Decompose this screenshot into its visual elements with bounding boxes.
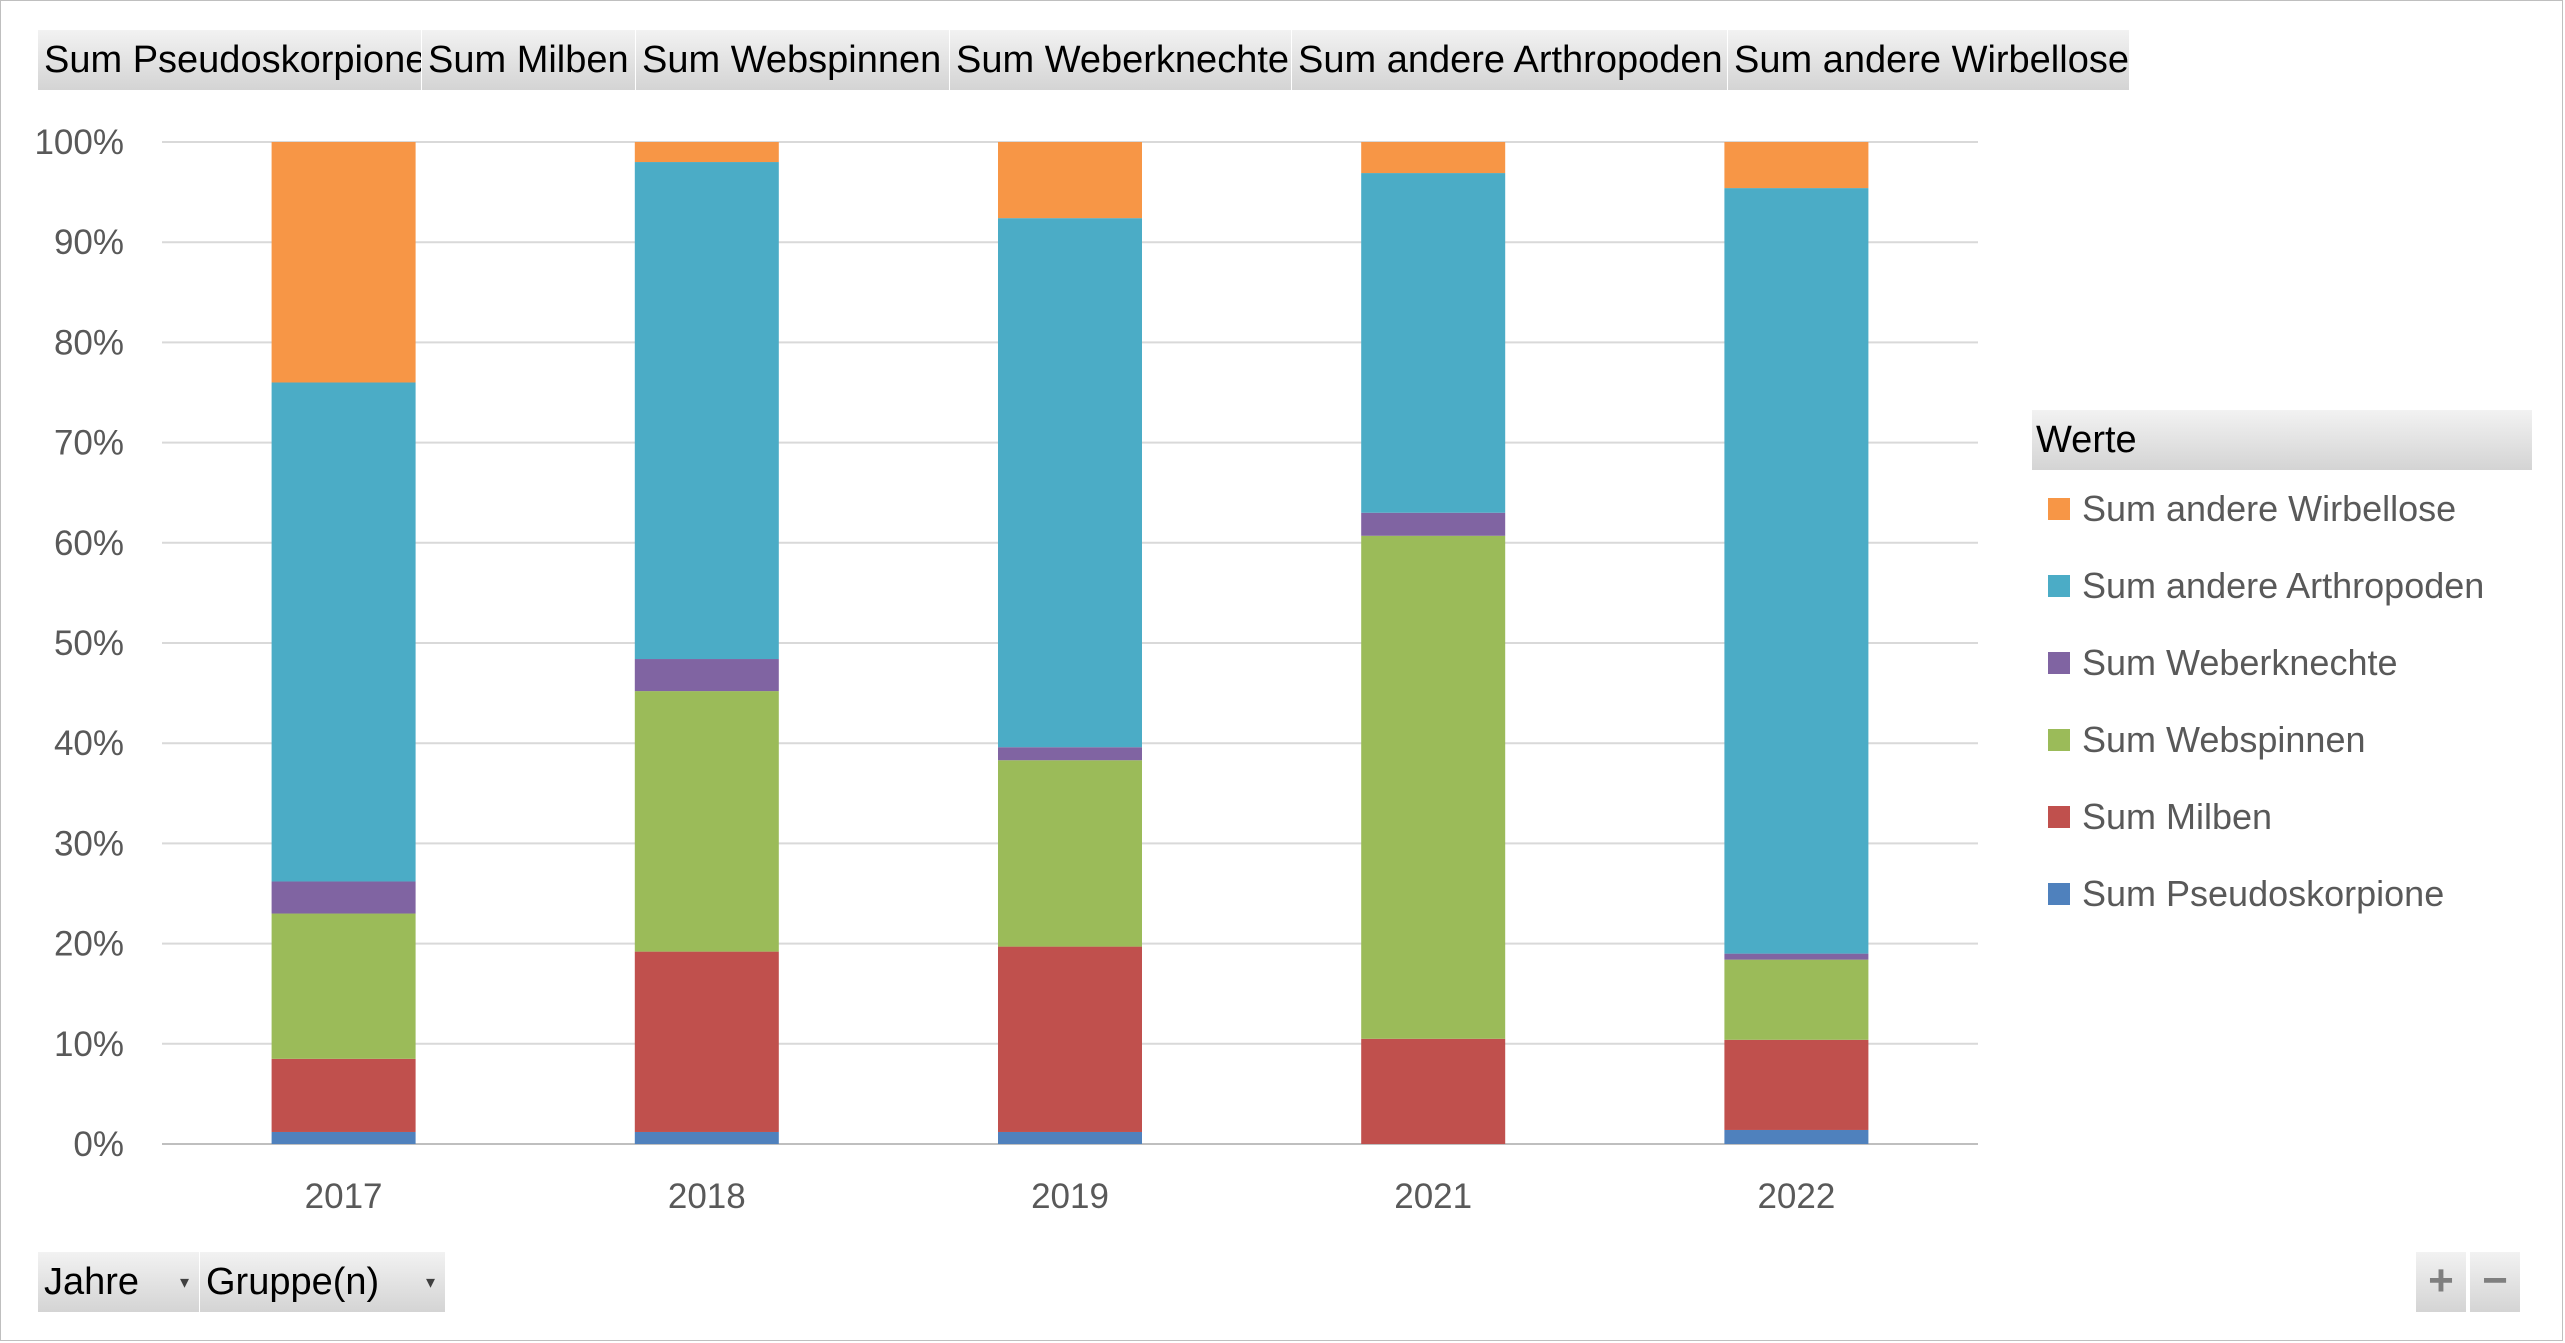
x-tick-label: 2022 xyxy=(1757,1177,1835,1216)
legend-swatch xyxy=(2048,883,2070,905)
bar-segment[interactable] xyxy=(634,162,779,660)
bar-segment[interactable] xyxy=(271,1058,416,1132)
y-tick-label: 90% xyxy=(54,223,124,262)
bar-segment[interactable] xyxy=(271,1131,416,1144)
bar-segment[interactable] xyxy=(998,142,1142,219)
y-tick-label: 70% xyxy=(54,424,124,463)
legend-label: Sum andere Wirbellose xyxy=(2082,488,2457,529)
y-tick-label: 30% xyxy=(54,824,124,863)
dropdown-arrow-icon: ▾ xyxy=(179,1272,189,1292)
bar-segment[interactable] xyxy=(634,142,779,163)
bar-segment[interactable] xyxy=(1724,142,1869,189)
bar-segment[interactable] xyxy=(998,946,1142,1132)
bar-segment[interactable] xyxy=(1361,535,1506,1039)
bar-segment[interactable] xyxy=(1361,512,1506,536)
bar-segment[interactable] xyxy=(998,747,1142,761)
y-tick-label: 40% xyxy=(54,724,124,763)
bar-segment[interactable] xyxy=(1724,953,1869,960)
y-tick-label: 20% xyxy=(54,925,124,964)
bar-segment[interactable] xyxy=(271,382,416,882)
legend-swatch xyxy=(2048,729,2070,751)
dropdown-arrow-icon: ▾ xyxy=(425,1272,435,1292)
axis-field-label-gruppen: Gruppe(n) xyxy=(206,1261,380,1303)
x-tick-label: 2017 xyxy=(305,1177,383,1216)
bar-segment[interactable] xyxy=(1361,1038,1506,1144)
bar-segment[interactable] xyxy=(634,691,779,952)
bar-segment[interactable] xyxy=(271,913,416,1059)
y-tick-label: 100% xyxy=(34,123,124,162)
bar-segment[interactable] xyxy=(1724,1129,1869,1144)
zoom-in-button[interactable]: + xyxy=(2416,1252,2466,1312)
bar-segment[interactable] xyxy=(1724,188,1869,954)
bar-segment[interactable] xyxy=(1724,1039,1869,1130)
field-button-pseudoskorpione[interactable]: Sum Pseudoskorpione xyxy=(38,30,422,90)
bar-segment[interactable] xyxy=(271,881,416,914)
legend-swatch xyxy=(2048,575,2070,597)
legend-label: Sum Pseudoskorpione xyxy=(2082,873,2445,914)
y-tick-label: 80% xyxy=(54,323,124,362)
bar-segment[interactable] xyxy=(634,659,779,692)
legend-title[interactable]: Werte xyxy=(2032,410,2532,470)
x-tick-label: 2021 xyxy=(1394,1177,1472,1216)
bar-segment[interactable] xyxy=(271,142,416,383)
legend-label: Sum Webspinnen xyxy=(2082,719,2366,760)
axis-field-label-jahre: Jahre xyxy=(44,1261,140,1303)
legend-label: Sum Weberknechte xyxy=(2082,642,2398,683)
bar-segment[interactable] xyxy=(634,951,779,1132)
x-tick-label: 2019 xyxy=(1031,1177,1109,1216)
y-tick-label: 10% xyxy=(54,1025,124,1064)
legend-swatch xyxy=(2048,652,2070,674)
legend-swatch xyxy=(2048,498,2070,520)
field-button-webspinnen[interactable]: Sum Webspinnen xyxy=(636,30,950,90)
bar-segment[interactable] xyxy=(1361,173,1506,513)
bar-segment[interactable] xyxy=(634,1131,779,1144)
field-button-milben[interactable]: Sum Milben xyxy=(422,30,636,90)
legend-swatch xyxy=(2048,806,2070,828)
axis-field-button-jahre[interactable]: Jahre ▾ xyxy=(38,1252,200,1312)
bar-segment[interactable] xyxy=(998,760,1142,947)
field-button-weberknechte[interactable]: Sum Weberknechte xyxy=(950,30,1292,90)
y-tick-label: 0% xyxy=(73,1125,124,1164)
legend-label: Sum Milben xyxy=(2082,796,2273,837)
legend-label: Sum andere Arthropoden xyxy=(2082,565,2485,606)
bar-segment[interactable] xyxy=(998,218,1142,748)
field-button-andere-wirbellose[interactable]: Sum andere Wirbellose xyxy=(1728,30,2130,90)
field-button-andere-arthropoden[interactable]: Sum andere Arthropoden xyxy=(1292,30,1728,90)
bar-segment[interactable] xyxy=(998,1131,1142,1144)
zoom-out-button[interactable]: − xyxy=(2470,1252,2520,1312)
y-tick-label: 50% xyxy=(54,624,124,663)
y-tick-label: 60% xyxy=(54,524,124,563)
x-tick-label: 2018 xyxy=(668,1177,746,1216)
bar-segment[interactable] xyxy=(1361,142,1506,174)
bar-segment[interactable] xyxy=(1724,959,1869,1040)
axis-field-button-gruppen[interactable]: Gruppe(n) ▾ xyxy=(200,1252,446,1312)
